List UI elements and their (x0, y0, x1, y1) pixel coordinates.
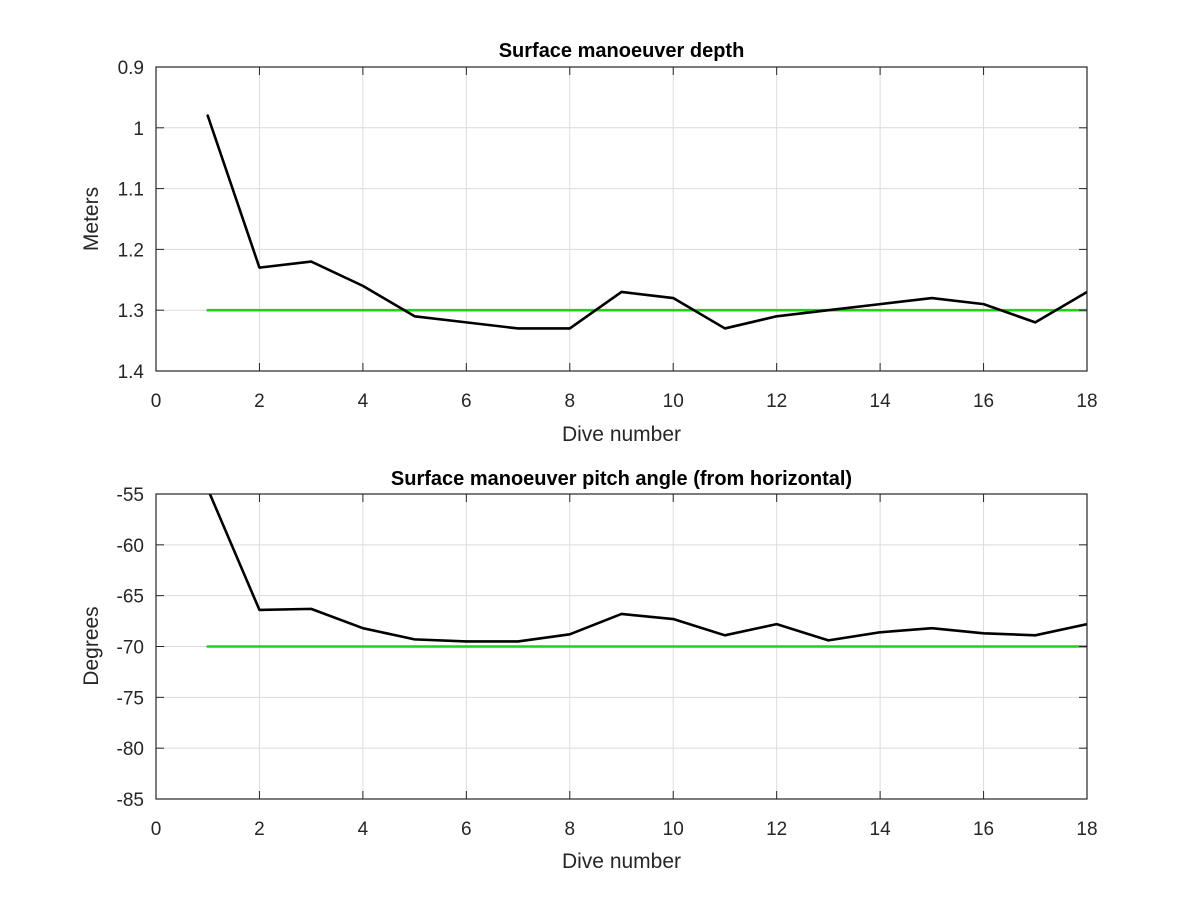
depth-axes-box (155, 66, 1088, 372)
depth-chart: 0 2 4 6 8 10 12 14 16 18 0.9 1 1.1 1.2 1.3 1.4 Surface … (80, 40, 1098, 446)
depth-y-tick-label: 1.2 (118, 240, 144, 261)
pitch-chart-title: Surface manoeuver pitch angle (from hori… (391, 468, 852, 490)
pitch-y-tick-label: -80 (117, 739, 144, 760)
pitch-y-tick-label: -60 (117, 536, 144, 557)
depth-measured-line (206, 114, 1087, 330)
depth-series (206, 114, 1087, 330)
pitch-x-tick-label: 18 (1076, 819, 1097, 840)
pitch-y-tick-label: -75 (117, 688, 144, 709)
depth-y-tick-label: 1.3 (118, 301, 144, 322)
depth-y-tick-label: 1.4 (118, 362, 145, 383)
pitch-y-tick-label: -70 (117, 638, 144, 659)
pitch-x-tick-label: 8 (564, 819, 575, 840)
pitch-y-tick-label: -65 (117, 587, 144, 608)
pitch-y-axis-label: Degrees (80, 606, 103, 685)
depth-y-tick-label: 1 (133, 119, 144, 140)
depth-x-tick-label: 8 (564, 391, 575, 412)
depth-y-axis-label: Meters (80, 187, 103, 251)
depth-x-tick-label: 10 (663, 391, 684, 412)
depth-x-tick-label: 18 (1076, 391, 1097, 412)
depth-x-tick-label: 14 (870, 391, 892, 412)
depth-chart-title: Surface manoeuver depth (499, 40, 745, 62)
pitch-x-axis-label: Dive number (562, 850, 681, 873)
depth-x-tick-label: 4 (358, 391, 369, 412)
depth-x-tick-label: 6 (461, 391, 472, 412)
pitch-x-tick-label: 16 (973, 819, 994, 840)
depth-y-tick-label: 1.1 (118, 180, 144, 201)
pitch-measured-line (208, 494, 1087, 643)
depth-ticks: 0 2 4 6 8 10 12 14 16 18 0.9 1 1.1 1.2 1.3 1.4 (118, 58, 1098, 412)
pitch-x-tick-label: 10 (663, 819, 684, 840)
pitch-series (206, 494, 1087, 648)
pitch-x-tick-label: 12 (766, 819, 787, 840)
pitch-ticks: 0 2 4 6 8 10 12 14 16 18 -55 -60 -65 -70 -75 -80 -85 (117, 485, 1098, 840)
depth-x-tick-label: 0 (151, 391, 162, 412)
pitch-y-tick-label: -55 (117, 485, 144, 506)
depth-x-tick-label: 12 (766, 391, 787, 412)
depth-x-tick-label: 2 (254, 391, 265, 412)
depth-plot-area (156, 67, 1087, 371)
pitch-x-tick-label: 6 (461, 819, 472, 840)
depth-x-axis-label: Dive number (562, 423, 681, 446)
pitch-x-tick-label: 2 (254, 819, 265, 840)
pitch-y-tick-label: -85 (117, 790, 144, 811)
pitch-x-tick-label: 14 (870, 819, 892, 840)
pitch-x-tick-label: 0 (151, 819, 162, 840)
pitch-chart: 0 2 4 6 8 10 12 14 16 18 -55 -60 -65 -70 -75 -80 -85 Sur… (80, 468, 1098, 873)
pitch-x-tick-label: 4 (358, 819, 369, 840)
depth-x-tick-label: 16 (973, 391, 994, 412)
depth-y-tick-label: 0.9 (118, 58, 144, 79)
